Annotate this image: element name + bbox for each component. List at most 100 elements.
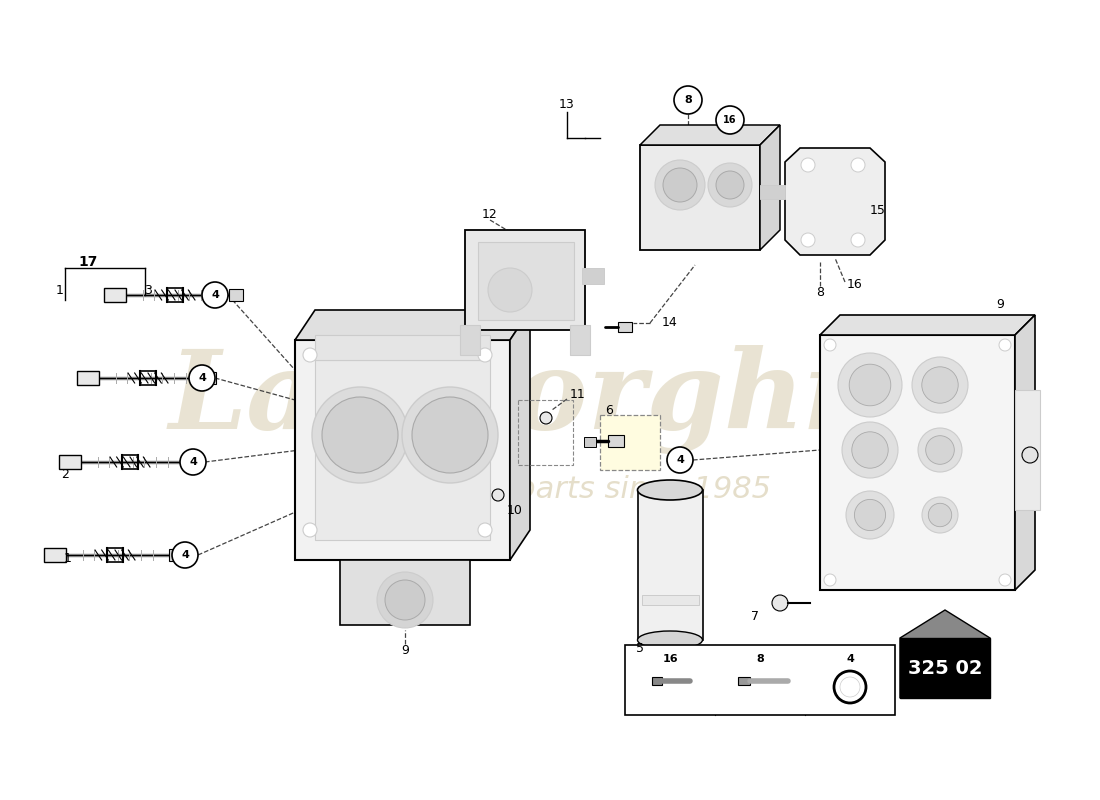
Bar	[229, 289, 242, 301]
Text: 13: 13	[559, 98, 575, 111]
Bar	[570, 325, 590, 355]
Circle shape	[851, 158, 865, 172]
Circle shape	[849, 364, 891, 406]
Circle shape	[922, 497, 958, 533]
Text: Lamborghini: Lamborghini	[169, 346, 971, 454]
Bar	[900, 638, 990, 698]
Bar	[582, 268, 604, 284]
Polygon shape	[820, 315, 1035, 335]
Text: 6: 6	[605, 403, 613, 417]
Circle shape	[846, 491, 894, 539]
Ellipse shape	[638, 631, 703, 649]
Bar	[600, 415, 660, 470]
Circle shape	[488, 268, 532, 312]
Circle shape	[385, 580, 425, 620]
Circle shape	[674, 86, 702, 114]
Circle shape	[654, 160, 705, 210]
Text: 4: 4	[846, 654, 854, 664]
Circle shape	[302, 523, 317, 537]
Bar	[201, 372, 216, 384]
Polygon shape	[510, 310, 530, 560]
Circle shape	[716, 106, 744, 134]
Text: a passion for parts since 1985: a passion for parts since 1985	[309, 475, 770, 505]
Text: 9: 9	[402, 643, 409, 657]
Bar	[640, 145, 760, 250]
Text: 4: 4	[676, 455, 684, 465]
Bar	[638, 490, 703, 640]
Text: 1: 1	[64, 551, 72, 565]
Circle shape	[202, 282, 228, 308]
Text: 17: 17	[78, 255, 98, 269]
Circle shape	[851, 432, 888, 468]
Circle shape	[377, 572, 433, 628]
Text: 8: 8	[816, 286, 824, 298]
Bar	[1015, 390, 1040, 510]
Bar	[652, 677, 662, 685]
Polygon shape	[1015, 315, 1035, 590]
Text: 16: 16	[724, 115, 737, 125]
Circle shape	[928, 503, 952, 526]
Circle shape	[172, 542, 198, 568]
Text: 1: 1	[56, 283, 64, 297]
Polygon shape	[900, 610, 990, 698]
Bar	[168, 549, 183, 561]
Circle shape	[412, 397, 488, 473]
Bar	[584, 437, 596, 447]
Text: 7: 7	[751, 610, 759, 623]
Text: 11: 11	[570, 389, 586, 402]
Polygon shape	[295, 310, 530, 340]
Circle shape	[302, 348, 317, 362]
Circle shape	[912, 357, 968, 413]
Circle shape	[824, 339, 836, 351]
Bar	[77, 371, 99, 385]
Bar	[738, 677, 750, 685]
Circle shape	[716, 171, 744, 199]
Circle shape	[918, 428, 962, 472]
Ellipse shape	[638, 480, 703, 500]
Text: 4: 4	[198, 373, 206, 383]
Circle shape	[842, 422, 898, 478]
Circle shape	[838, 353, 902, 417]
Circle shape	[322, 397, 398, 473]
Circle shape	[189, 365, 214, 391]
Text: 12: 12	[482, 209, 498, 222]
Bar	[518, 400, 573, 465]
Bar	[460, 325, 480, 355]
Bar	[641, 595, 698, 605]
Circle shape	[492, 489, 504, 501]
Circle shape	[834, 671, 866, 703]
Circle shape	[478, 523, 492, 537]
Circle shape	[180, 449, 206, 475]
Circle shape	[926, 436, 955, 464]
Bar	[104, 288, 126, 302]
Circle shape	[801, 233, 815, 247]
Circle shape	[999, 574, 1011, 586]
Circle shape	[801, 158, 815, 172]
Circle shape	[840, 677, 860, 697]
Text: 2: 2	[62, 469, 69, 482]
Polygon shape	[760, 125, 780, 250]
Text: 16: 16	[662, 654, 678, 664]
Circle shape	[922, 366, 958, 403]
Circle shape	[402, 387, 498, 483]
Circle shape	[999, 339, 1011, 351]
Text: 4: 4	[182, 550, 189, 560]
Circle shape	[312, 387, 408, 483]
Circle shape	[855, 499, 886, 530]
Bar	[315, 360, 490, 540]
Circle shape	[708, 163, 752, 207]
Bar	[625, 645, 895, 715]
Bar	[608, 435, 624, 447]
Text: 10: 10	[507, 503, 522, 517]
Text: 4: 4	[211, 290, 219, 300]
Bar	[59, 455, 81, 469]
Text: 3: 3	[144, 283, 152, 297]
Text: 5: 5	[636, 642, 644, 654]
Circle shape	[824, 574, 836, 586]
Bar	[820, 335, 1015, 590]
Circle shape	[540, 412, 552, 424]
Circle shape	[663, 168, 697, 202]
Text: 4: 4	[189, 457, 197, 467]
Text: 15: 15	[870, 203, 886, 217]
Polygon shape	[640, 125, 780, 145]
